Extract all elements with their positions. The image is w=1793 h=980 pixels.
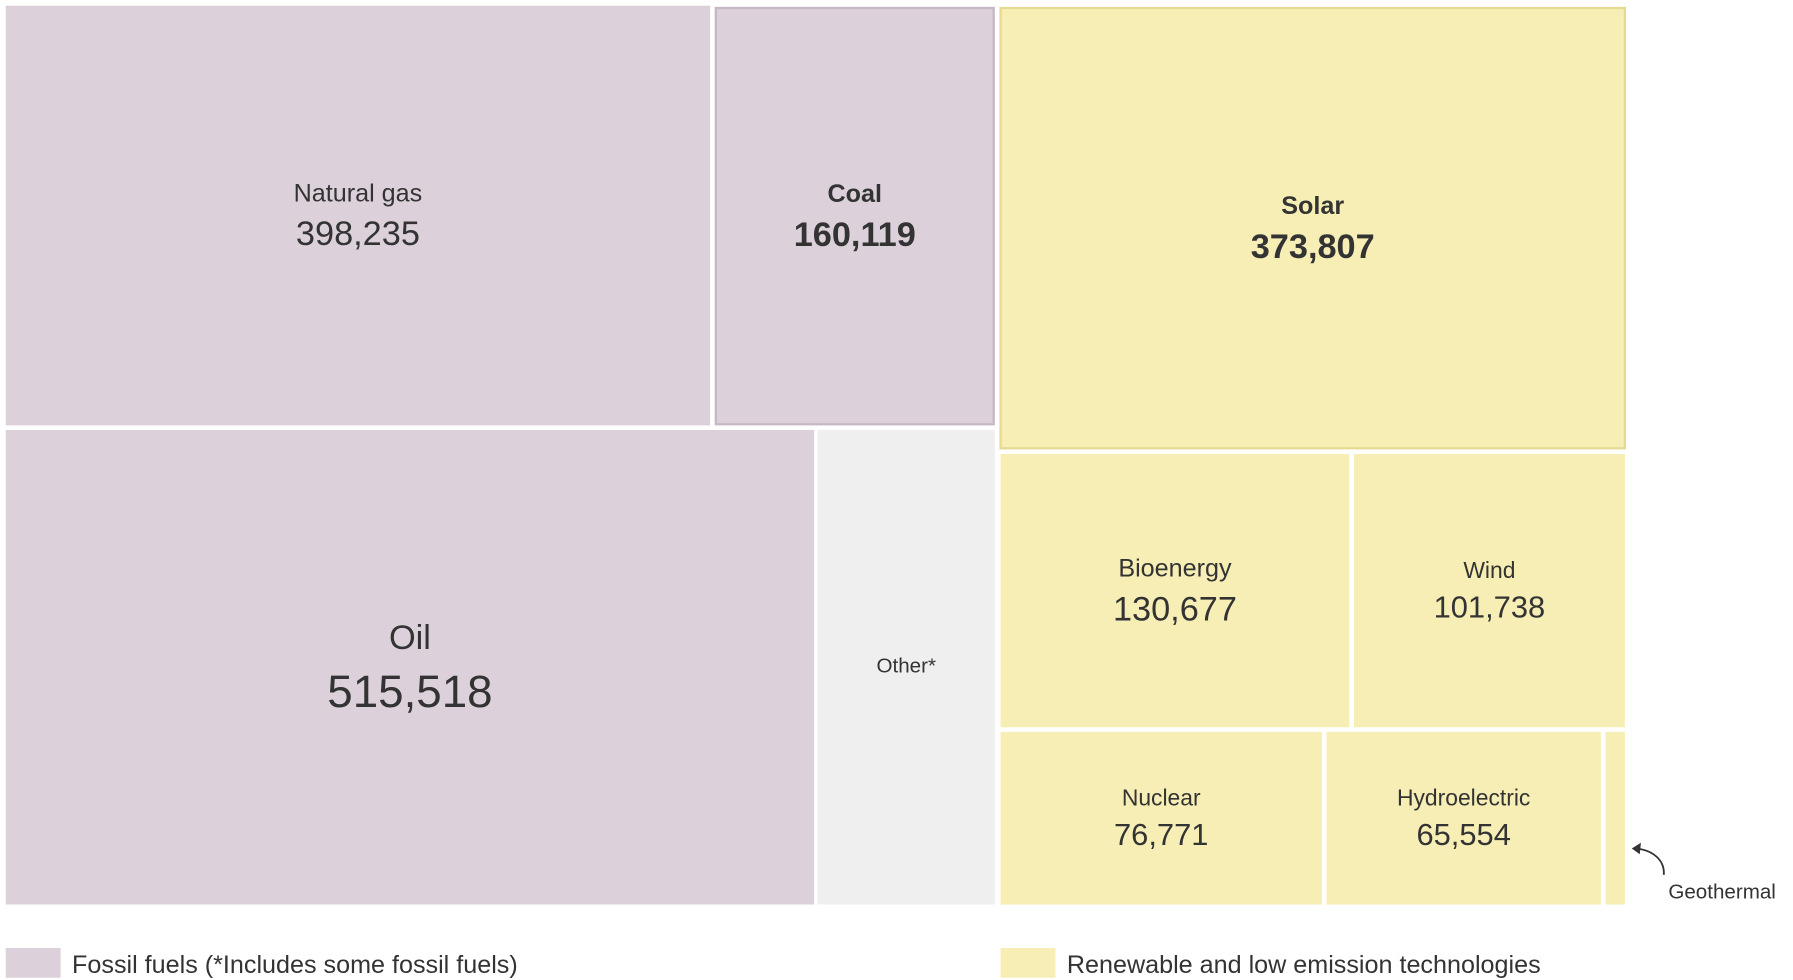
treemap-cell (1353, 453, 1625, 728)
cell-label: Nuclear (1122, 785, 1201, 811)
cell-label: Hydroelectric (1397, 785, 1530, 811)
treemap-cell (714, 6, 995, 426)
treemap-cell (1000, 453, 1350, 728)
treemap-cell (1326, 731, 1601, 905)
cell-label: Solar (1281, 192, 1344, 220)
cell-value: 130,677 (1113, 590, 1237, 628)
legend-label: Renewable and low emission technologies (1067, 951, 1541, 979)
legend-swatch (1000, 947, 1056, 978)
treemap-cell (1605, 731, 1625, 905)
treemap-cell (817, 429, 995, 905)
legend-label: Fossil fuels (*Includes some fossil fuel… (72, 951, 518, 979)
legend-swatch (5, 947, 61, 978)
cell-label: Geothermal (1668, 881, 1776, 904)
cell-value: 65,554 (1416, 817, 1510, 852)
treemap-cell (1000, 731, 1322, 905)
treemap-cell (999, 6, 1627, 450)
treemap-cell (5, 5, 711, 426)
cell-label: Coal (828, 180, 882, 208)
cell-label: Other* (876, 655, 935, 678)
cell-label: Natural gas (294, 180, 423, 208)
treemap-cell (5, 429, 815, 905)
cell-label: Wind (1463, 557, 1515, 583)
cell-label: Oil (389, 619, 431, 657)
cell-value: 515,518 (327, 666, 492, 717)
cell-value: 101,738 (1434, 589, 1546, 624)
cell-label: Bioenergy (1118, 555, 1232, 583)
cell-value: 76,771 (1114, 817, 1208, 852)
cell-value: 398,235 (296, 215, 420, 253)
cell-value: 160,119 (794, 216, 916, 254)
annotation-arrowhead (1631, 842, 1641, 855)
cell-value: 373,807 (1251, 228, 1375, 266)
